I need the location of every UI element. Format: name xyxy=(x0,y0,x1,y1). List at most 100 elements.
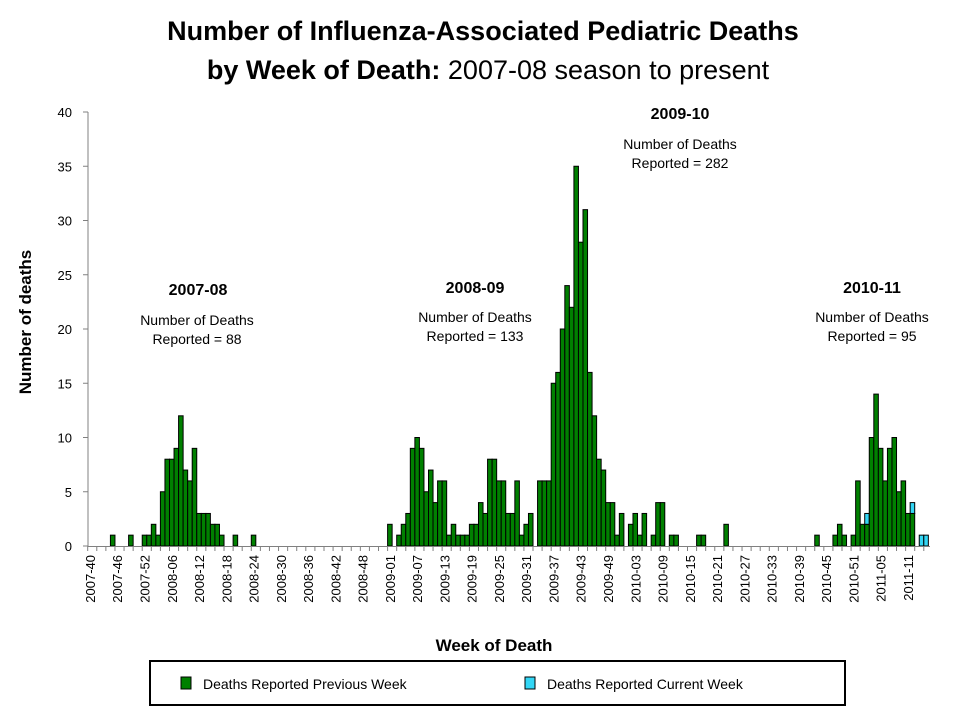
annotation-line2: Reported = 88 xyxy=(152,331,241,347)
bar-previous-week-2009-24 xyxy=(491,458,498,547)
bar-previous-week-2010-51 xyxy=(850,534,857,547)
bar-previous-week-2009-34 xyxy=(537,480,543,547)
bar-current-week-2011-12 xyxy=(909,502,916,514)
legend-box xyxy=(149,660,846,706)
y-tick-label: 10 xyxy=(58,431,72,446)
x-tick-label: 2008-12 xyxy=(192,555,207,603)
bar-previous-week-2009-14 xyxy=(446,534,452,547)
x-tick-label: 2010-09 xyxy=(656,555,671,603)
bar-previous-week-2008-11 xyxy=(191,447,198,547)
bar-previous-week-2009-30 xyxy=(518,534,525,547)
bar-previous-week-2008-13 xyxy=(200,512,207,547)
y-tick-label: 15 xyxy=(58,376,72,391)
bar-previous-week-2010-49 xyxy=(841,534,848,547)
bar-previous-week-2008-08 xyxy=(178,415,184,547)
bar-previous-week-2009-45 xyxy=(587,371,593,547)
bar-previous-week-2009-22 xyxy=(482,512,489,547)
annotation-season: 2007-08 xyxy=(169,282,228,299)
bar-previous-week-2009-18 xyxy=(464,534,470,547)
x-tick-label: 2011-11 xyxy=(901,555,916,601)
x-tick-label: 2008-06 xyxy=(165,555,180,603)
x-tick-label: 2009-07 xyxy=(410,555,425,603)
legend-swatch-previous-week xyxy=(180,676,192,690)
bar-previous-week-2011-02 xyxy=(864,523,870,547)
x-tick-label: 2009-01 xyxy=(383,555,398,603)
x-tick-label: 2009-13 xyxy=(437,555,452,603)
x-axis-ticks: 2007-40 2007-46 2007-52 2008-06 2008-12 2008-… xyxy=(83,546,925,603)
x-tick-label: 2010-33 xyxy=(765,555,780,603)
bar-previous-week-2010-43 xyxy=(814,534,820,547)
x-tick-label: 2009-43 xyxy=(574,555,589,603)
bar-previous-week-2008-02 xyxy=(150,523,157,547)
annotation-line1: Number of Deaths xyxy=(815,309,929,325)
bar-previous-week-2009-05 xyxy=(405,512,411,547)
bar-previous-week-2009-04 xyxy=(400,523,407,547)
x-tick-label: 2008-36 xyxy=(301,555,316,603)
bar-current-week-2011-02 xyxy=(864,512,870,525)
bar-previous-week-2008-15 xyxy=(209,523,216,547)
y-tick-label: 25 xyxy=(58,268,72,283)
annotation-line1: Number of Deaths xyxy=(418,309,532,325)
bar-previous-week-2009-03 xyxy=(396,534,402,547)
bar-previous-week-2009-35 xyxy=(541,480,548,547)
x-tick-label: 2009-37 xyxy=(547,555,562,603)
bar-previous-week-2009-52 xyxy=(618,512,625,547)
bar-previous-week-2009-21 xyxy=(477,502,484,547)
bar-previous-week-2009-15 xyxy=(450,523,457,547)
annotation-2008-09: 2008-09 Number of Deaths Reported = 133 xyxy=(418,280,532,344)
bar-previous-week-2011-07 xyxy=(886,447,893,547)
x-tick-label: 2008-48 xyxy=(356,555,371,603)
y-tick-label: 40 xyxy=(58,105,72,120)
bar-previous-week-2009-42 xyxy=(573,165,579,547)
bar-previous-week-2009-32 xyxy=(527,512,534,547)
x-tick-label: 2010-45 xyxy=(819,555,834,603)
bar-current-week-2011-15 xyxy=(923,534,929,547)
bar-previous-week-2010-17 xyxy=(696,534,702,547)
chart-title-line2: by Week of Death: 2007-08 season to pres… xyxy=(207,55,770,85)
x-tick-label: 2007-52 xyxy=(138,555,153,603)
bar-previous-week-2011-03 xyxy=(868,437,875,547)
bar-previous-week-2009-12 xyxy=(437,480,443,547)
bar-previous-week-2010-23 xyxy=(723,523,729,547)
x-tick-label: 2010-15 xyxy=(683,555,698,603)
x-tick-label: 2007-40 xyxy=(83,555,98,603)
bar-previous-week-2010-03 xyxy=(632,512,639,547)
x-tick-label: 2009-19 xyxy=(465,555,480,603)
bar-previous-week-2009-25 xyxy=(496,480,502,547)
legend: Deaths Reported Previous Week Deaths Rep… xyxy=(149,660,846,706)
x-tick-label: 2008-18 xyxy=(219,555,234,603)
y-tick-label: 35 xyxy=(58,159,72,174)
bars xyxy=(109,165,929,547)
chart-title-line1: Number of Influenza-Associated Pediatric… xyxy=(167,16,799,46)
bar-previous-week-2010-12 xyxy=(673,534,679,547)
bar-previous-week-2009-09 xyxy=(423,491,429,547)
bar-previous-week-2011-08 xyxy=(891,437,898,547)
bar-previous-week-2009-41 xyxy=(568,306,575,547)
bar-previous-week-2008-06 xyxy=(168,458,175,547)
bar-previous-week-2008-04 xyxy=(159,491,166,547)
bar-previous-week-2009-01 xyxy=(387,523,393,547)
bar-previous-week-2010-52 xyxy=(855,480,861,547)
bar-previous-week-2009-28 xyxy=(509,512,516,547)
bar-previous-week-2010-08 xyxy=(655,502,661,547)
bar-previous-week-2009-36 xyxy=(546,480,552,547)
bar-previous-week-2008-05 xyxy=(164,458,170,547)
bar-previous-week-2007-52 xyxy=(141,534,148,547)
chart-title-line2-bold: by Week of Death: xyxy=(207,55,441,85)
x-tick-label: 2009-25 xyxy=(492,555,507,603)
bar-previous-week-2009-27 xyxy=(505,512,511,547)
annotation-2009-10: 2009-10 Number of Deaths Reported = 282 xyxy=(623,106,737,171)
x-tick-label: 2011-05 xyxy=(874,555,889,602)
annotation-2007-08: 2007-08 Number of Deaths Reported = 88 xyxy=(140,282,254,347)
bar-previous-week-2011-12 xyxy=(909,512,916,547)
bar-previous-week-2011-05 xyxy=(877,447,884,547)
annotation-line2: Reported = 133 xyxy=(427,328,524,344)
bar-previous-week-2009-40 xyxy=(564,285,570,547)
bar-previous-week-2008-16 xyxy=(214,523,220,547)
x-tick-label: 2009-31 xyxy=(519,555,534,603)
x-tick-label: 2010-21 xyxy=(710,555,725,603)
annotation-line2: Reported = 282 xyxy=(632,155,729,171)
bar-previous-week-2008-09 xyxy=(182,469,189,547)
bar-previous-week-2009-11 xyxy=(432,502,439,547)
